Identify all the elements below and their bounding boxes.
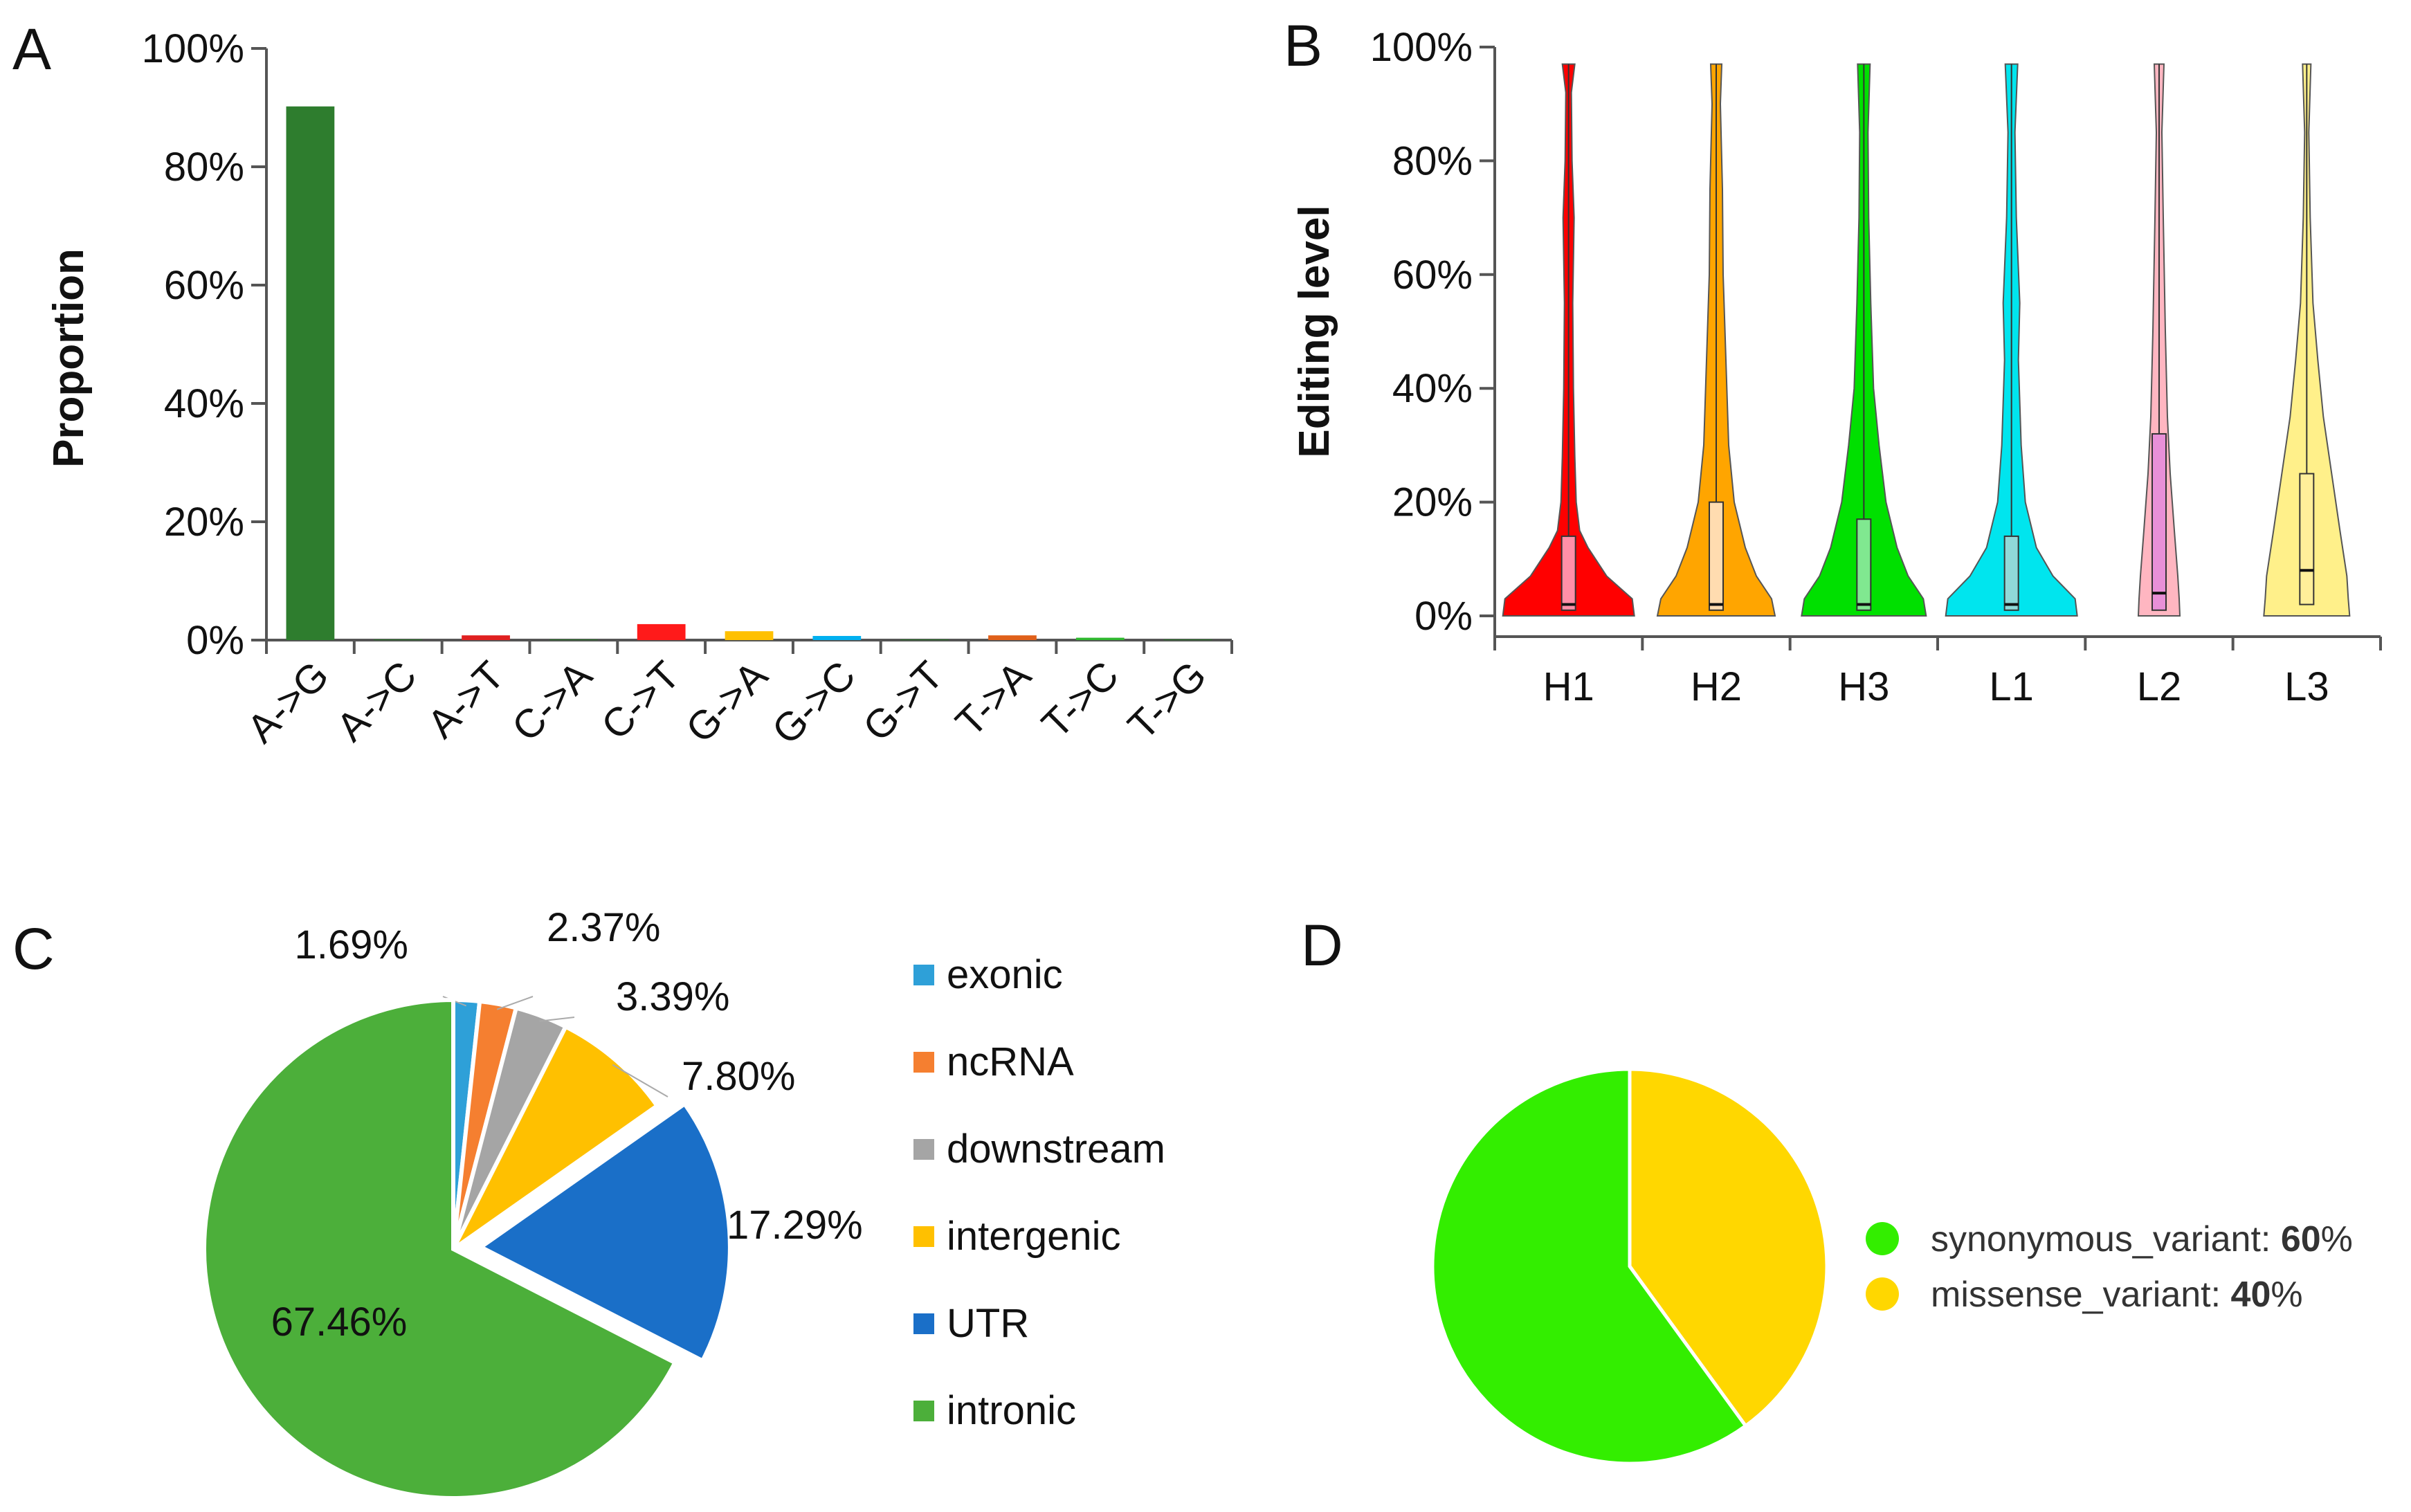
x-tick-label: H3 (1838, 664, 1889, 709)
x-tick-label: C->T (593, 653, 689, 748)
bar (900, 639, 949, 641)
bar (462, 635, 510, 640)
leader-line (539, 1017, 575, 1022)
x-tick-label: L3 (2284, 664, 2329, 709)
legend-label: downstream (947, 1127, 1165, 1172)
bar (725, 631, 774, 640)
slice-label: 17.29% (727, 1203, 863, 1248)
pie-slice (1628, 1067, 1829, 1429)
x-tick-label: G->C (763, 653, 864, 753)
leader-line (496, 996, 534, 1010)
panel-letter-a: A (12, 17, 51, 82)
y-tick-label: 100% (142, 26, 244, 71)
pie-slice (451, 1023, 660, 1251)
slice-label: 2.37% (547, 905, 660, 950)
box (1709, 501, 1724, 611)
y-tick-label: 40% (1392, 366, 1473, 411)
y-tick-label: 60% (164, 263, 244, 308)
panel-c-pie-chart: 1.69% 2.37% 3.39% 7.80% 17.29% 67.46% exonic nc… (202, 905, 1165, 1500)
legend-unit: % (2321, 1219, 2353, 1259)
y-tick-label: 60% (1392, 253, 1473, 298)
legend-swatch (913, 1226, 934, 1247)
x-tick-label: A->G (239, 653, 338, 752)
x-tick-label: A->T (419, 653, 513, 747)
x-tick-label: L1 (1989, 664, 2034, 709)
panel-d-pie-chart: synonymous_variant: 60%missense_variant:… (1430, 1067, 2353, 1466)
y-tick-label: 20% (1392, 480, 1473, 525)
slice-label: 1.69% (295, 922, 408, 967)
bar (637, 623, 686, 640)
bar (812, 636, 862, 640)
legend-label: exonic (947, 952, 1063, 997)
y-tick-label: 80% (1392, 138, 1473, 183)
y-tick-label: 100% (1370, 25, 1473, 70)
x-tick-label: A->C (328, 653, 426, 750)
bar (286, 106, 335, 641)
slice-label: 3.39% (616, 974, 729, 1019)
x-tick-label: G->A (677, 653, 776, 752)
y-tick-label: 40% (164, 381, 244, 426)
box (1856, 518, 1872, 611)
bar (549, 639, 598, 641)
legend-label: missense_variant: 40% (1931, 1275, 2303, 1315)
x-tick-label: C->A (504, 653, 601, 750)
x-tick-label: H2 (1691, 664, 1742, 709)
panel-letter-b: B (1284, 13, 1322, 78)
legend-swatch (913, 965, 934, 985)
slice-label: 7.80% (682, 1054, 795, 1099)
y-tick-label: 80% (164, 145, 244, 190)
panel-b-violin-chart: 0% 20% 40% 60% 80% 100% Editing level H1 H2 H3 L1 L… (1291, 25, 2382, 709)
y-tick-label: 0% (1414, 594, 1473, 639)
box (2151, 432, 2167, 611)
legend-swatch (913, 1313, 934, 1334)
legend-marker (1866, 1222, 1899, 1255)
y-axis-title: Proportion (45, 248, 93, 468)
bar (1075, 637, 1125, 640)
y-tick-label: 20% (164, 500, 244, 545)
box (2003, 535, 2019, 611)
legend-label: ncRNA (947, 1039, 1074, 1084)
legend-swatch (913, 1139, 934, 1160)
legend-label: intronic (947, 1388, 1076, 1433)
legend-swatch (913, 1401, 934, 1421)
x-tick-label: T->A (947, 653, 1039, 745)
y-tick-label: 0% (186, 618, 244, 663)
bar (374, 639, 423, 641)
box (2299, 473, 2315, 605)
box (1561, 535, 1576, 611)
legend-swatch (913, 1052, 934, 1073)
x-tick-label: T->C (1033, 653, 1127, 747)
legend-label: synonymous_variant: 60% (1931, 1219, 2353, 1259)
bar (988, 635, 1037, 640)
y-axis-title: Editing level (1291, 205, 1338, 457)
x-tick-label: L2 (2137, 664, 2182, 709)
panel-letter-d: D (1301, 913, 1343, 978)
x-tick-label: H1 (1543, 664, 1594, 709)
legend-marker (1866, 1277, 1899, 1311)
x-tick-label: T->G (1120, 653, 1215, 748)
bar (1163, 639, 1212, 641)
x-tick-label: G->T (855, 653, 952, 750)
slice-label: 67.46% (271, 1300, 408, 1345)
legend-value: 60 (2281, 1219, 2321, 1259)
legend-unit: % (2271, 1275, 2302, 1315)
pie-slice (1430, 1067, 1749, 1466)
panel-a-bar-chart: 0%20%40%60%80%100%A->GA->CA->TC->AC->TG-… (45, 26, 1233, 753)
pie-slice (477, 1101, 732, 1364)
legend-label: intergenic (947, 1214, 1120, 1259)
legend-name: missense_variant: (1931, 1275, 2231, 1315)
panel-letter-c: C (12, 916, 55, 981)
legend-value: 40 (2231, 1275, 2271, 1315)
legend-label: UTR (947, 1301, 1029, 1346)
leader-line (612, 1064, 668, 1097)
legend-name: synonymous_variant: (1931, 1219, 2281, 1259)
pie-slice (202, 997, 678, 1500)
